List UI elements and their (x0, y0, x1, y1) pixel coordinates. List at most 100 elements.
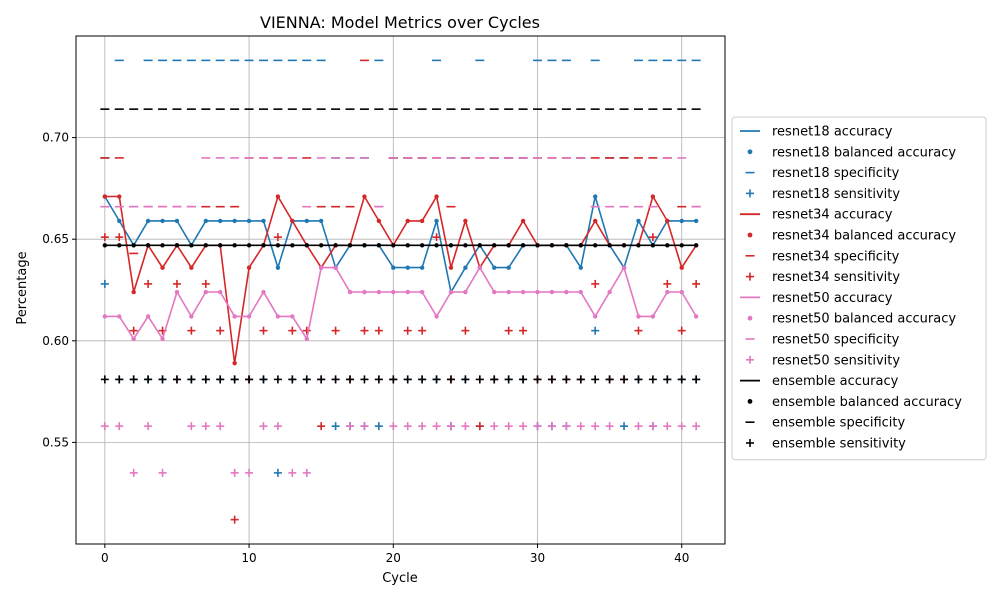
resnet18-balanced-accuracy-point (246, 218, 252, 224)
resnet34-sensitivity-marker (172, 279, 181, 288)
resnet34-sensitivity-marker (302, 326, 311, 335)
x-axis-label: Cycle (382, 571, 418, 586)
resnet18-balanced-accuracy-point (174, 218, 180, 224)
legend-label: ensemble accuracy (772, 374, 899, 389)
resnet18-balanced-accuracy-point (578, 265, 583, 270)
legend-dot-swatch (747, 149, 753, 155)
resnet34-sensitivity-marker (216, 326, 225, 335)
resnet18-sensitivity-marker (374, 422, 383, 431)
resnet50-sensitivity-marker (187, 422, 196, 431)
resnet34-balanced-accuracy-point (434, 194, 439, 199)
ensemble-sensitivity-marker (634, 375, 643, 384)
x-tick-label: 10 (241, 551, 256, 565)
resnet50-balanced-accuracy-point (477, 265, 483, 270)
ensemble-balanced-accuracy-point (275, 243, 281, 248)
legend-item: ensemble balanced accuracy (747, 395, 962, 410)
ensemble-balanced-accuracy-point (419, 243, 425, 248)
resnet18-balanced-accuracy-point (679, 218, 684, 224)
resnet18-balanced-accuracy-point (506, 265, 511, 270)
ensemble-sensitivity-marker (663, 375, 672, 384)
ensemble-balanced-accuracy-point (665, 243, 670, 248)
legend-label: resnet34 sensitivity (772, 270, 900, 285)
legend-item: resnet34 specificity (745, 249, 900, 264)
resnet34-series (100, 59, 701, 524)
resnet18-balanced-accuracy-point (492, 265, 497, 270)
resnet34-sensitivity-marker (648, 233, 657, 242)
resnet18-accuracy-line (104, 196, 697, 295)
ensemble-sensitivity-marker (230, 375, 239, 384)
legend-dot-swatch (747, 232, 753, 238)
ensemble-balanced-accuracy-point (218, 243, 223, 248)
resnet18-balanced-accuracy-point (419, 265, 425, 270)
resnet34-sensitivity-marker (115, 233, 124, 242)
resnet34-balanced-accuracy-point (665, 218, 670, 224)
resnet50-balanced-accuracy-point (275, 314, 281, 319)
ensemble-balanced-accuracy-point (261, 243, 266, 248)
resnet50-balanced-accuracy-point (318, 265, 324, 270)
resnet50-balanced-accuracy-point (665, 289, 670, 295)
ensemble-balanced-accuracy-point (434, 243, 439, 248)
ensemble-balanced-accuracy-point (564, 243, 569, 248)
resnet18-balanced-accuracy-point (275, 265, 281, 270)
resnet34-sensitivity-marker (317, 422, 326, 431)
resnet34-balanced-accuracy-point (376, 218, 382, 224)
legend-item: ensemble accuracy (740, 374, 899, 389)
legend-frame (731, 116, 987, 461)
resnet34-sensitivity-marker (187, 326, 196, 335)
legend-plus-swatch (746, 439, 754, 447)
ensemble-sensitivity-marker (677, 375, 686, 384)
ensemble-balanced-accuracy-point (304, 243, 309, 248)
plot-frame (75, 35, 726, 545)
resnet34-sensitivity-marker (288, 326, 297, 335)
legend: resnet18 accuracy resnet18 balanced accur… (731, 116, 987, 461)
ensemble-balanced-accuracy-point (593, 243, 598, 248)
resnet50-balanced-accuracy-point (261, 289, 266, 295)
ensemble-series (100, 108, 701, 384)
resnet50-sensitivity-marker (418, 422, 427, 431)
resnet34-sensitivity-marker (273, 233, 282, 242)
resnet34-balanced-accuracy-point (232, 360, 237, 366)
ensemble-balanced-accuracy-point (232, 243, 237, 248)
ensemble-sensitivity-marker (201, 375, 210, 384)
resnet50-balanced-accuracy-point (203, 289, 208, 295)
legend-label: resnet50 balanced accuracy (772, 312, 956, 327)
resnet18-sensitivity-marker (620, 422, 629, 431)
resnet50-sensitivity-marker (346, 422, 355, 431)
legend-dot-swatch (747, 315, 753, 321)
resnet34-balanced-accuracy-point (102, 194, 108, 199)
ensemble-sensitivity-marker (490, 375, 499, 384)
ensemble-sensitivity-marker (216, 375, 225, 384)
ensemble-sensitivity-marker (245, 375, 254, 384)
resnet18-sensitivity-marker (591, 326, 600, 335)
legend-label: resnet50 accuracy (772, 291, 893, 306)
resnet34-balanced-accuracy-point (448, 265, 454, 270)
resnet50-sensitivity-marker (677, 422, 686, 431)
ensemble-sensitivity-marker (317, 375, 326, 384)
chart-title: VIENNA: Model Metrics over Cycles (260, 13, 540, 32)
legend-label: resnet50 specificity (772, 333, 900, 348)
legend-label: resnet18 sensitivity (772, 187, 900, 202)
x-tick-label: 20 (386, 551, 401, 565)
resnet34-balanced-accuracy-point (117, 194, 122, 199)
resnet50-balanced-accuracy-point (333, 265, 338, 270)
ensemble-balanced-accuracy-point (391, 243, 396, 248)
resnet18-balanced-accuracy-point (693, 218, 699, 224)
ensemble-sensitivity-marker (591, 375, 600, 384)
resnet50-accuracy-line (104, 265, 697, 341)
ensemble-balanced-accuracy-point (650, 243, 656, 248)
resnet18-balanced-accuracy-point (117, 218, 122, 224)
ensemble-balanced-accuracy-point (463, 243, 468, 248)
resnet34-sensitivity-marker (374, 326, 383, 335)
resnet50-balanced-accuracy-point (376, 289, 382, 295)
ensemble-balanced-accuracy-point (636, 243, 641, 248)
resnet50-balanced-accuracy-point (463, 289, 468, 295)
ensemble-sensitivity-marker (302, 375, 311, 384)
resnet34-balanced-accuracy-point (419, 218, 425, 224)
resnet50-sensitivity-marker (288, 468, 297, 477)
x-tick-label: 40 (674, 551, 689, 565)
ensemble-balanced-accuracy-point (621, 243, 627, 248)
ensemble-sensitivity-marker (273, 375, 282, 384)
resnet50-sensitivity-marker (259, 422, 268, 431)
resnet18-balanced-accuracy-point (593, 194, 598, 199)
